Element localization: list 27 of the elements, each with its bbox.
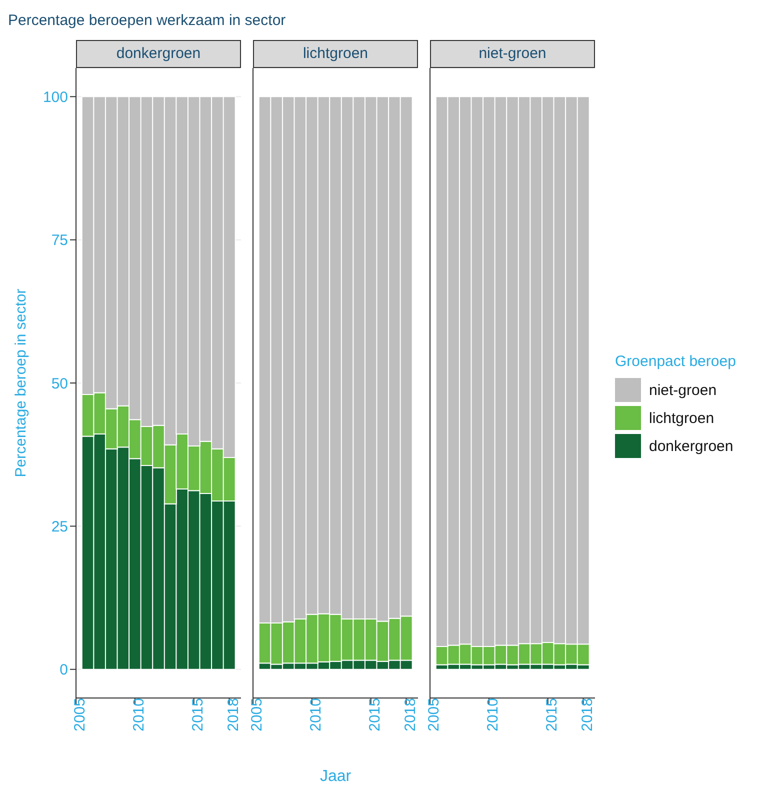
x-tick-label: 2005: [426, 698, 443, 732]
x-tick-label: 2015: [366, 698, 384, 732]
y-tick-label: 0: [60, 662, 68, 679]
x-tick-label: 2010: [484, 698, 502, 732]
x-tick-label: 2005: [248, 698, 266, 732]
x-tick-label: 2010: [308, 698, 325, 732]
text: niet-groen: [649, 382, 717, 398]
y-tick-label: 100: [42, 88, 68, 106]
x-tick-label: 2018: [402, 698, 419, 732]
y-tick-label: 25: [51, 518, 68, 536]
legend-label: donkergroen: [649, 438, 734, 454]
chart-title: donkergroen: [76, 40, 241, 68]
x-axis-title: Jaar: [320, 768, 352, 785]
x-tick-label: 2010: [130, 698, 148, 732]
legend-label: lichtgroen: [649, 410, 714, 426]
x-tick-label: 2018: [578, 698, 596, 732]
x-tick-label: 2018: [224, 698, 242, 732]
y-tick-label: 50: [51, 375, 68, 392]
y-tick-label: 75: [51, 232, 68, 250]
y-axis-title: Percentage beroep in sector: [12, 288, 30, 478]
legend-title: Groenpact beroep: [615, 353, 736, 370]
chart-title: lichtgroen: [253, 40, 418, 68]
x-tick-label: 2005: [72, 698, 89, 732]
x-tick-label: 2015: [544, 698, 561, 732]
chart-title: niet-groen: [430, 40, 595, 68]
x-tick-label: 2015: [190, 698, 207, 732]
text: Percentage beroepen werkzaam in sector: [8, 12, 286, 29]
